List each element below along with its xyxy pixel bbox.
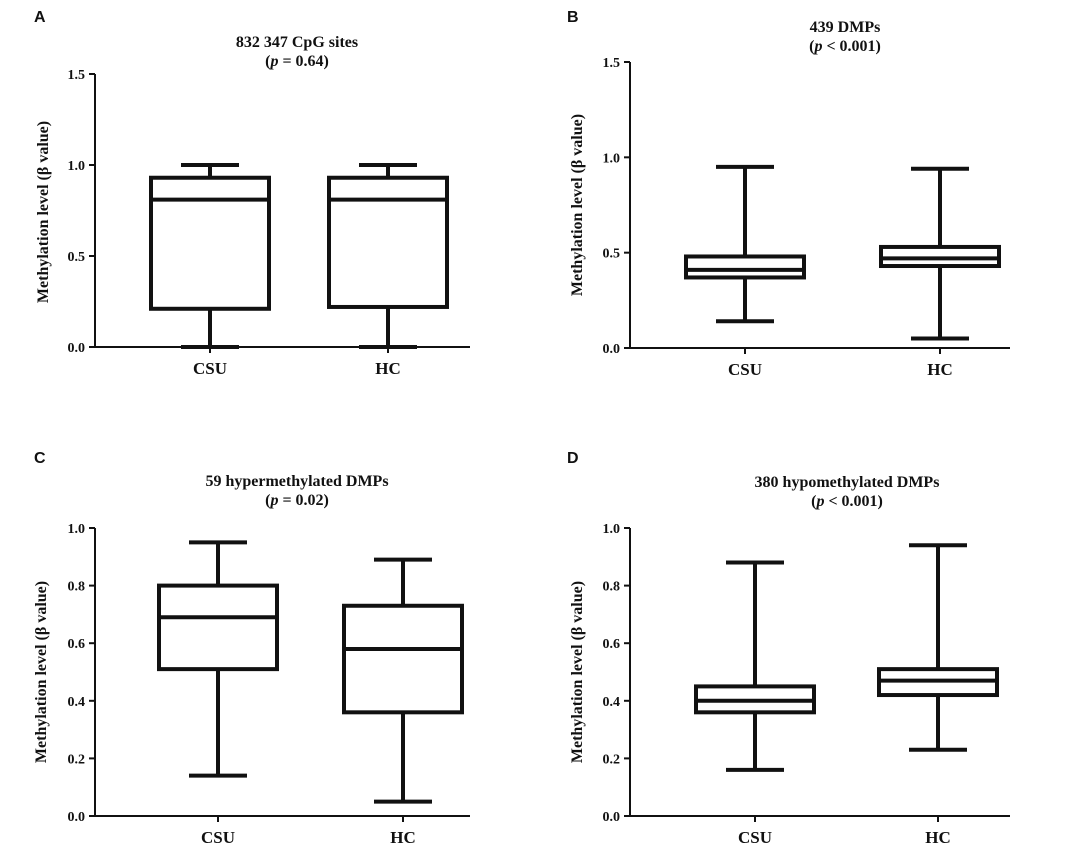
panel-c: C 59 hypermethylated DMPs (p = 0.02) Methyl…: [33, 450, 470, 847]
y-tick-label: 1.5: [68, 68, 86, 83]
y-tick-label: 1.0: [603, 522, 621, 537]
x-tick-label-hc: HC: [925, 828, 951, 847]
y-tick-label: 1.0: [68, 522, 86, 537]
y-tick-label: 0.6: [68, 637, 86, 652]
box-csu: [157, 540, 279, 778]
x-tick-label-csu: CSU: [728, 360, 762, 379]
y-axis-label: Methylation level (β value): [33, 581, 50, 763]
x-tick-label-hc: HC: [927, 360, 953, 379]
x-tick-label-csu: CSU: [201, 828, 235, 847]
box-hc: [327, 163, 449, 349]
box-hc: [879, 166, 1001, 341]
y-tick-label: 0.0: [603, 342, 621, 357]
iqr-box: [684, 254, 806, 280]
x-tick-label-csu: CSU: [738, 828, 772, 847]
p-value-label: (p = 0.02): [265, 492, 329, 509]
y-tick-label: 0.2: [68, 752, 86, 767]
y-tick-label: 0.0: [603, 810, 621, 825]
chart-title: 439 DMPs: [810, 19, 881, 36]
x-tick-label-hc: HC: [390, 828, 416, 847]
y-tick-label: 0.6: [603, 637, 621, 652]
iqr-box: [149, 175, 271, 311]
y-tick-label: 0.0: [68, 810, 86, 825]
box-csu: [694, 560, 816, 772]
iqr-box: [342, 603, 464, 715]
p-value-label: (p < 0.001): [811, 493, 883, 510]
panel-letter: A: [34, 9, 46, 26]
y-tick-label: 0.5: [68, 250, 86, 265]
iqr-box: [157, 583, 279, 672]
x-tick-label-hc: HC: [375, 359, 401, 378]
y-tick-label: 0.8: [603, 580, 621, 595]
p-value-label: (p = 0.64): [265, 53, 329, 70]
panel-letter: C: [34, 450, 46, 467]
panel-a: A 832 347 CpG sites (p = 0.64) Methylation …: [34, 9, 470, 378]
y-axis-label: Methylation level (β value): [35, 121, 52, 303]
y-tick-label: 0.8: [68, 580, 86, 595]
chart-title: 832 347 CpG sites: [236, 34, 358, 51]
iqr-box: [327, 175, 449, 309]
panel-d: D 380 hypomethylated DMPs (p < 0.001) Methy…: [567, 450, 1010, 847]
p-value-label: (p < 0.001): [809, 38, 881, 55]
box-hc: [342, 557, 464, 804]
y-tick-label: 1.0: [603, 151, 621, 166]
y-axis-label: Methylation level (β value): [569, 581, 586, 763]
panel-b: B 439 DMPs (p < 0.001) Methylation level (β…: [567, 9, 1010, 379]
x-tick-label-csu: CSU: [193, 359, 227, 378]
y-tick-label: 0.4: [603, 695, 621, 710]
chart-title: 380 hypomethylated DMPs: [755, 474, 940, 491]
y-tick-label: 1.5: [603, 56, 621, 71]
y-tick-label: 1.0: [68, 159, 86, 174]
panel-letter: D: [567, 450, 579, 467]
y-tick-label: 0.0: [68, 341, 86, 356]
panel-letter: B: [567, 9, 579, 26]
chart-title: 59 hypermethylated DMPs: [205, 473, 388, 490]
box-hc: [877, 543, 999, 752]
y-tick-label: 0.4: [68, 695, 86, 710]
box-csu: [684, 164, 806, 324]
box-csu: [149, 163, 271, 349]
y-tick-label: 0.2: [603, 752, 621, 767]
y-tick-label: 0.5: [603, 247, 621, 262]
y-axis-label: Methylation level (β value): [569, 114, 586, 296]
